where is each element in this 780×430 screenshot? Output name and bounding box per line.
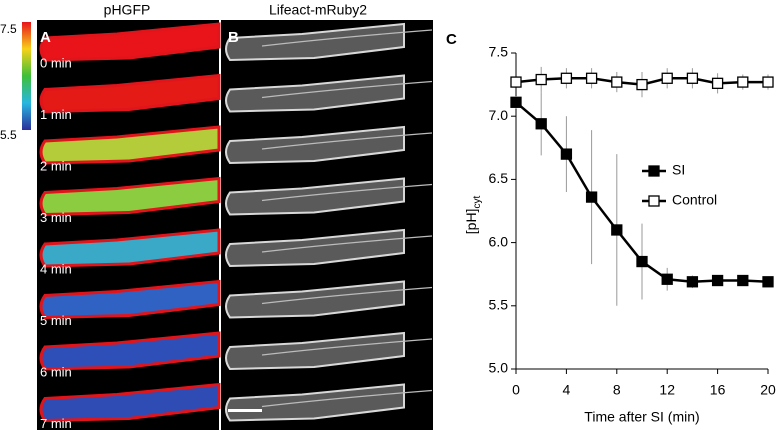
marker [636,78,648,91]
marker [737,274,749,287]
actin-cable [261,183,433,202]
y-tick-label: 7.5 [489,44,509,60]
time-label: 5 min [40,313,72,328]
colorbar-max: 7.5 [0,22,17,36]
marker [762,276,774,288]
panel-label: C [446,31,457,48]
y-axis-label-main: [pH] [463,209,479,235]
x-tick-label: 0 [512,382,520,398]
y-tick-label: 6.5 [489,170,509,186]
x-tick-label: 4 [563,382,571,398]
legend-label: SI [672,162,685,178]
marker [611,76,623,88]
marker [711,274,724,287]
actin-cable [261,80,433,99]
time-label: 4 min [40,261,72,276]
colorbar [22,22,31,130]
hypha-ph [39,382,221,423]
actin-cable [261,286,433,305]
hypha-actin [225,331,405,371]
time-label: 0 min [40,55,72,70]
y-axis-label: [pH]cyt [463,196,483,235]
marker [661,273,673,285]
x-tick-label: 16 [710,382,726,398]
marker [611,224,623,236]
panel-title: Lifeact-mRuby2 [269,2,367,18]
hypha-actin [225,383,405,422]
hypha-actin [225,125,405,165]
panel-label: A [40,29,51,46]
actin-cable [261,235,433,253]
marker [560,72,573,84]
x-axis-label: Time after SI (min) [584,409,699,425]
hypha-actin [225,280,405,319]
marker [661,72,673,84]
marker [510,76,522,88]
hypha-actin [225,22,405,62]
colorbar-min: 5.5 [0,128,17,142]
legend-label: Control [672,192,717,208]
actin-cable [261,338,433,356]
time-label: 6 min [40,364,72,379]
y-tick-label: 5.0 [489,360,509,376]
marker [737,76,749,88]
hypha-ph [39,228,221,268]
hypha-ph [39,176,221,217]
x-tick-label: 12 [659,382,675,398]
marker [535,118,547,130]
y-tick-label: 7.0 [489,107,509,123]
time-label: 3 min [40,210,72,225]
actin-cable [261,132,433,150]
y-axis-label-sub: cyt [472,196,483,209]
marker [636,255,648,268]
hypha-ph [39,279,221,320]
marker [686,72,699,84]
time-label: 2 min [40,158,72,173]
marker [711,77,724,89]
actin-cable [261,29,433,47]
hypha-actin [225,74,405,113]
x-tick-label: 8 [613,382,621,398]
y-tick-label: 5.5 [489,297,509,313]
marker [535,73,547,86]
legend-marker [648,195,660,207]
scale-bar [228,409,262,412]
marker [585,191,598,203]
marker [686,276,699,288]
marker [560,148,573,160]
marker [510,96,522,108]
hypha-ph [39,73,221,114]
panel-title: pHGFP [104,2,151,18]
time-label: 7 min [40,416,72,430]
marker [585,72,598,84]
x-tick-label: 20 [760,382,776,398]
hypha-ph [39,125,221,165]
legend-marker [648,165,660,177]
hypha-ph [39,331,221,371]
marker [762,76,774,88]
actin-cable [261,389,433,408]
time-label: 1 min [40,107,72,122]
y-tick-label: 6.0 [489,233,509,249]
panel-label: B [228,29,239,46]
hypha-actin [225,177,405,216]
hypha-ph [39,22,221,62]
hypha-actin [225,228,405,268]
